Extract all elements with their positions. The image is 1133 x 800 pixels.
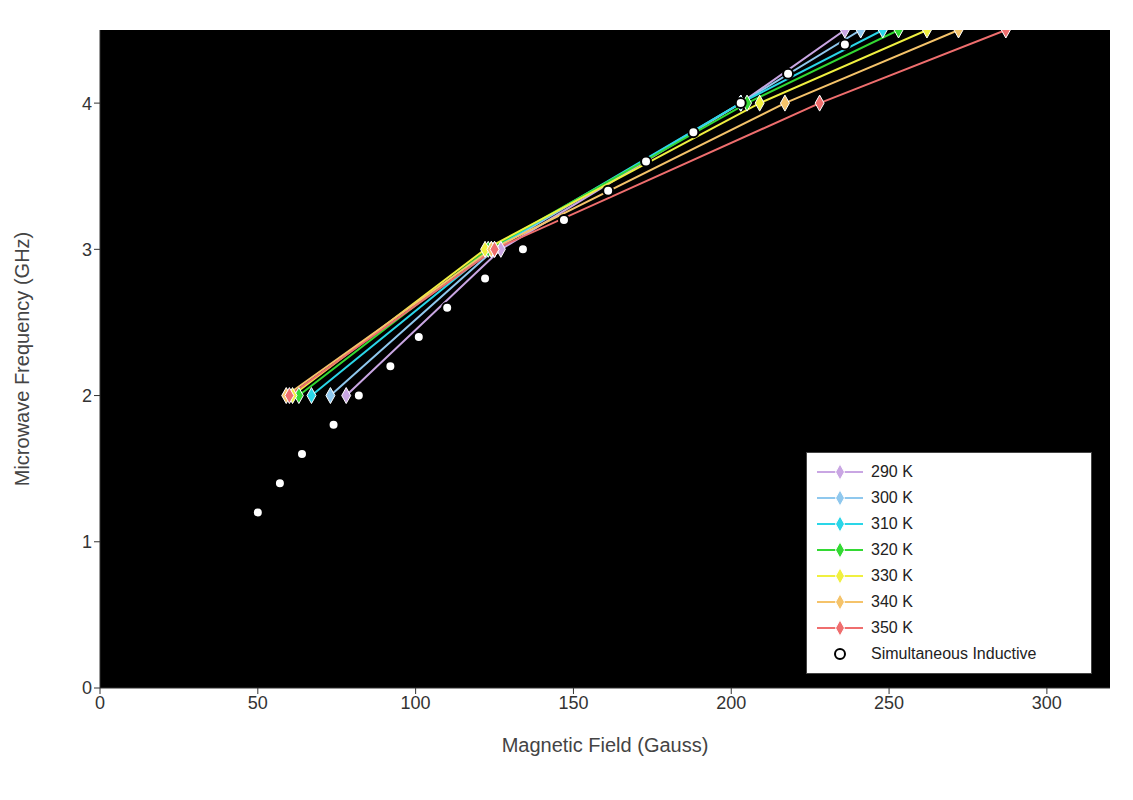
svg-text:2: 2 xyxy=(82,386,92,406)
html-text:Simultaneous Inductive: Simultaneous Inductive xyxy=(871,645,1037,662)
svg-text:4: 4 xyxy=(82,94,92,114)
html-text:290 K: 290 K xyxy=(871,463,913,480)
html-text:340 K: 340 K xyxy=(871,593,913,610)
svg-text:100: 100 xyxy=(401,693,431,713)
html-text:300 K: 300 K xyxy=(871,489,913,506)
html-text:310 K: 310 K xyxy=(871,515,913,532)
svg-text:300: 300 xyxy=(1032,693,1062,713)
svg-text:Microwave Frequency (GHz): Microwave Frequency (GHz) xyxy=(11,232,33,487)
svg-text:Magnetic Field (Gauss): Magnetic Field (Gauss) xyxy=(502,734,709,756)
html-text:320 K: 320 K xyxy=(871,541,913,558)
html-text:330 K: 330 K xyxy=(871,567,913,584)
svg-text:0: 0 xyxy=(95,693,105,713)
svg-text:3: 3 xyxy=(82,240,92,260)
svg-text:150: 150 xyxy=(558,693,588,713)
svg-text:0: 0 xyxy=(82,678,92,698)
svg-text:50: 50 xyxy=(248,693,268,713)
svg-text:1: 1 xyxy=(82,532,92,552)
svg-text:200: 200 xyxy=(716,693,746,713)
svg-text:250: 250 xyxy=(874,693,904,713)
html-text:350 K: 350 K xyxy=(871,619,913,636)
